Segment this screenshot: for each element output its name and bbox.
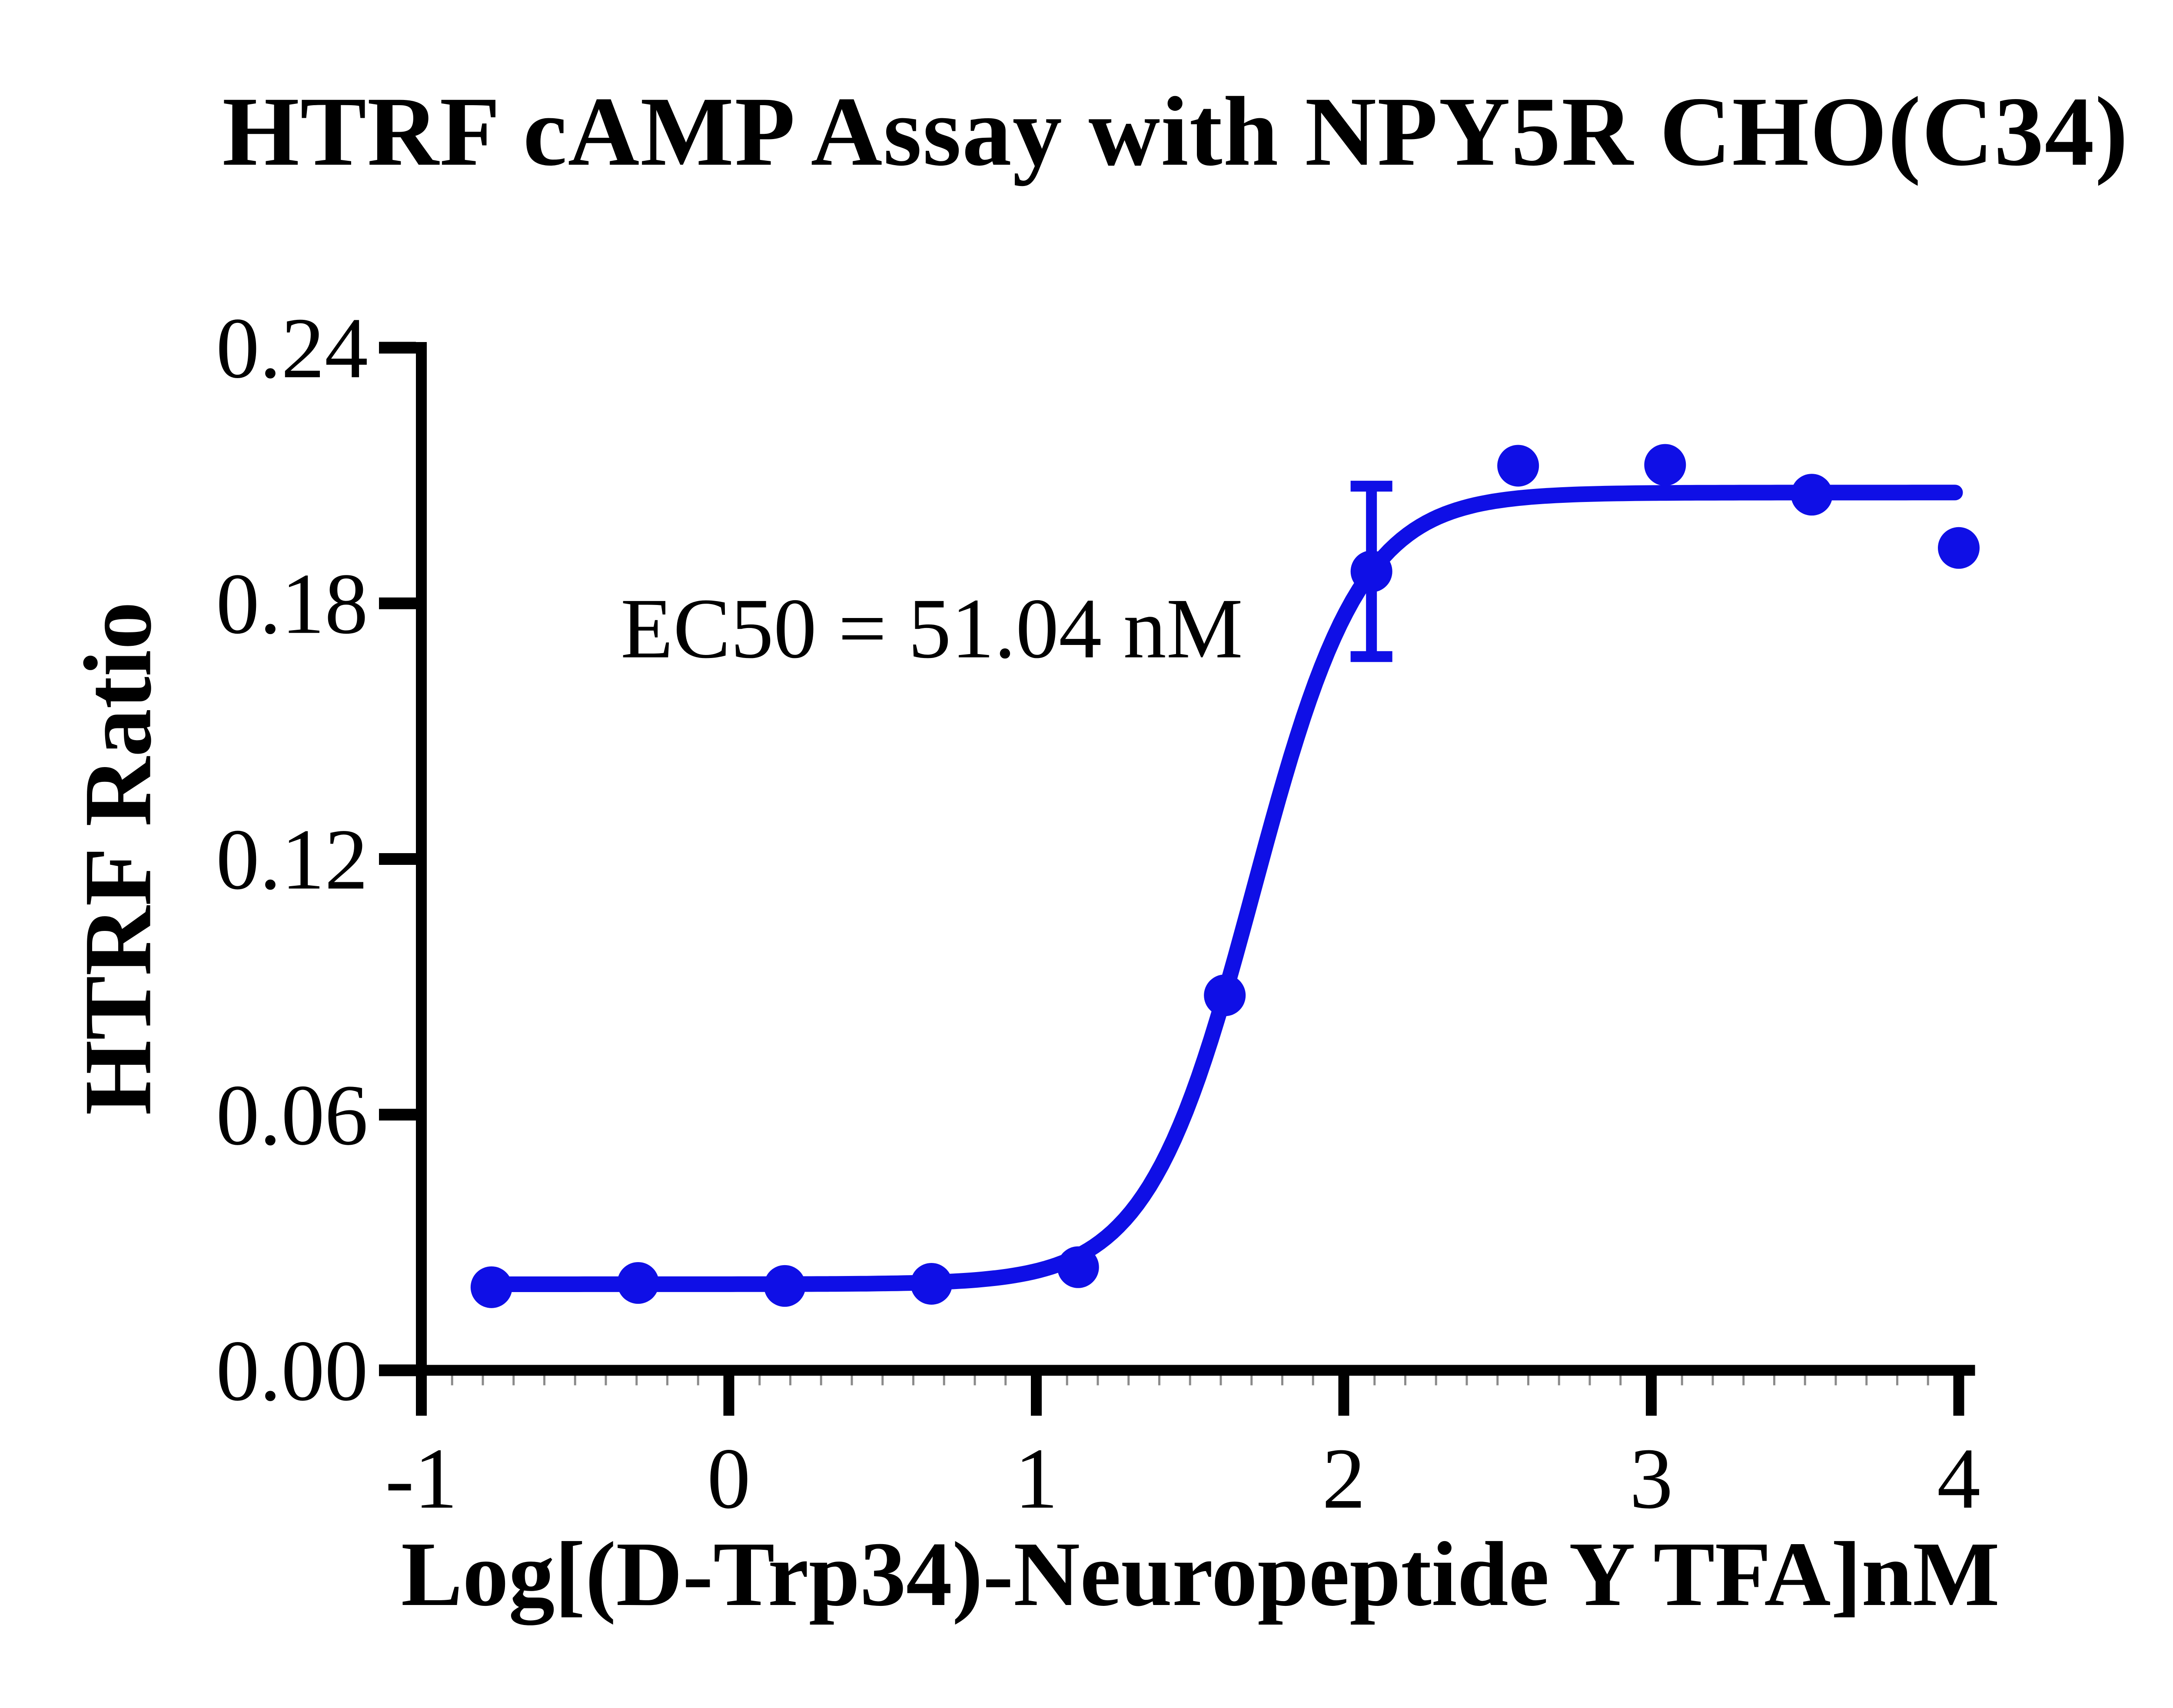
x-minor-tick <box>697 1376 699 1386</box>
data-point <box>1938 527 1980 569</box>
x-minor-tick <box>1189 1376 1191 1386</box>
x-minor-tick <box>789 1376 791 1386</box>
x-minor-tick <box>1465 1376 1468 1386</box>
y-tick <box>379 1109 416 1121</box>
x-tick-label: 3 <box>1630 1431 1673 1527</box>
y-tick-label: 0.18 <box>216 556 368 652</box>
data-point <box>617 1262 659 1304</box>
data-point <box>1204 974 1246 1017</box>
x-minor-tick <box>1711 1376 1714 1386</box>
y-tick-label: 0.24 <box>216 300 368 396</box>
x-minor-tick <box>1681 1376 1683 1386</box>
x-minor-tick <box>543 1376 545 1386</box>
x-tick <box>416 1376 427 1416</box>
data-point <box>764 1265 806 1307</box>
x-minor-tick <box>1435 1376 1437 1386</box>
x-tick-label: -1 <box>385 1431 458 1527</box>
x-minor-tick <box>1004 1376 1007 1386</box>
x-minor-tick <box>1219 1376 1222 1386</box>
x-minor-tick <box>482 1376 484 1386</box>
data-point <box>470 1266 512 1308</box>
x-tick-label: 0 <box>707 1431 751 1527</box>
chart-title: HTRF cAMP Assay with NPY5R CHO(C34) <box>222 77 2129 186</box>
x-minor-tick <box>943 1376 945 1386</box>
y-tick-label: 0.00 <box>216 1323 368 1419</box>
x-minor-tick <box>1066 1376 1068 1386</box>
x-minor-tick <box>1834 1376 1837 1386</box>
x-minor-tick <box>1865 1376 1868 1386</box>
x-minor-tick <box>1250 1376 1253 1386</box>
x-minor-tick <box>1496 1376 1499 1386</box>
y-tick <box>379 597 416 609</box>
x-tick <box>1953 1376 1964 1416</box>
x-minor-tick <box>1127 1376 1130 1386</box>
x-tick-label: 1 <box>1015 1431 1058 1527</box>
y-tick <box>379 1364 416 1376</box>
x-minor-tick <box>1158 1376 1160 1386</box>
x-minor-tick <box>1773 1376 1775 1386</box>
x-minor-tick <box>512 1376 515 1386</box>
data-point <box>1497 445 1539 487</box>
x-minor-tick <box>1804 1376 1806 1386</box>
y-axis-line <box>416 342 427 1416</box>
x-minor-tick <box>1527 1376 1529 1386</box>
x-minor-tick <box>666 1376 668 1386</box>
x-minor-tick <box>1404 1376 1406 1386</box>
x-minor-tick <box>1096 1376 1099 1386</box>
x-tick <box>1031 1376 1042 1416</box>
x-minor-tick <box>820 1376 822 1386</box>
x-minor-tick <box>451 1376 453 1386</box>
y-tick <box>379 853 416 865</box>
x-minor-tick <box>1312 1376 1314 1386</box>
y-tick <box>379 342 416 354</box>
data-point <box>1057 1246 1099 1288</box>
x-minor-tick <box>881 1376 884 1386</box>
x-minor-tick <box>1281 1376 1283 1386</box>
x-minor-tick <box>974 1376 976 1386</box>
x-tick <box>723 1376 734 1416</box>
x-minor-tick <box>758 1376 761 1386</box>
x-minor-tick <box>1619 1376 1622 1386</box>
x-minor-tick <box>851 1376 853 1386</box>
x-minor-tick <box>1588 1376 1591 1386</box>
x-tick <box>1338 1376 1349 1416</box>
y-tick-label: 0.06 <box>216 1067 368 1163</box>
x-minor-tick <box>605 1376 607 1386</box>
x-tick-label: 2 <box>1322 1431 1366 1527</box>
data-point <box>1350 550 1392 592</box>
x-minor-tick <box>1896 1376 1898 1386</box>
x-minor-tick <box>1558 1376 1560 1386</box>
x-minor-tick <box>1927 1376 1929 1386</box>
data-point <box>910 1263 953 1305</box>
ec50-annotation: EC50 = 51.04 nM <box>621 581 1243 676</box>
data-point <box>1644 444 1686 486</box>
data-point <box>1791 474 1833 516</box>
x-minor-tick <box>635 1376 638 1386</box>
x-minor-tick <box>1742 1376 1745 1386</box>
x-axis-title: Log[(D-Trp34)-Neuropeptide Y TFA]nM <box>401 1523 2000 1625</box>
x-minor-tick <box>912 1376 914 1386</box>
x-minor-tick <box>1373 1376 1376 1386</box>
x-minor-tick <box>574 1376 576 1386</box>
x-axis-line <box>412 1365 1975 1376</box>
y-tick-label: 0.12 <box>216 812 368 908</box>
x-tick <box>1646 1376 1657 1416</box>
x-tick-label: 4 <box>1937 1431 1980 1527</box>
